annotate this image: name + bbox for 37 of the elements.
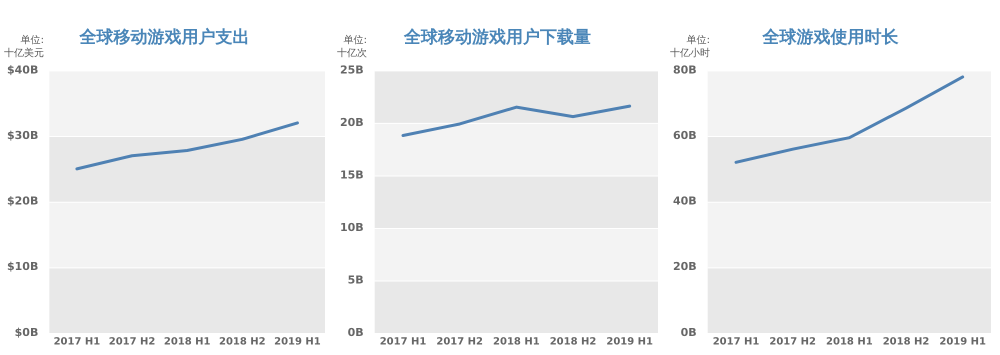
y-tick-label: $10B <box>6 260 38 274</box>
y-tick-label: 0B <box>348 326 364 339</box>
x-tick-label: 2017 H1 <box>380 336 426 348</box>
x-tick-label: 2018 H1 <box>493 336 540 348</box>
y-tick-label: 0B <box>680 326 697 339</box>
chart-title: 全球移动游戏用户下载量 <box>403 28 591 48</box>
x-tick-label: 2018 H1 <box>164 336 211 348</box>
y-tick-label: $0B <box>14 326 38 339</box>
x-tick-label: 2017 H2 <box>769 336 816 348</box>
y-tick-label: 10B <box>340 220 364 234</box>
chart-title: 全球游戏使用时长 <box>762 28 900 48</box>
y-tick-label: 80B <box>672 63 697 76</box>
x-tick-label: 2018 H2 <box>550 336 596 348</box>
y-tick-label: 25B <box>340 63 364 76</box>
y-axis-title: 单位: 十亿小时 <box>670 34 710 60</box>
y-tick-label: $30B <box>6 128 38 142</box>
x-tick-label: 2017 H2 <box>436 336 484 348</box>
x-tick-label: 2018 H2 <box>882 336 930 348</box>
x-tick-label: 2019 H1 <box>606 336 654 348</box>
y-tick-label: 20B <box>672 260 697 274</box>
y-tick-label: $20B <box>6 194 38 208</box>
y-axis-title: 单位: 十亿美元 <box>4 34 44 60</box>
y-tick-label: $40B <box>6 63 38 76</box>
y-tick-label: 5B <box>348 273 364 286</box>
x-tick-label: 2018 H2 <box>218 336 266 348</box>
y-axis-title: 单位: 十亿次 <box>337 34 367 60</box>
y-tick-label: 15B <box>340 168 364 182</box>
x-tick-label: 2019 H1 <box>939 336 986 348</box>
chart-title: 全球移动游戏用户支出 <box>78 28 250 48</box>
y-tick-label: 20B <box>340 116 364 129</box>
x-tick-label: 2019 H1 <box>274 336 321 348</box>
x-tick-label: 2017 H1 <box>712 336 760 348</box>
y-tick-label: 40B <box>672 194 697 208</box>
x-tick-label: 2017 H2 <box>108 336 156 348</box>
y-tick-label: 60B <box>672 128 697 142</box>
x-tick-label: 2017 H1 <box>54 336 100 348</box>
x-tick-label: 2018 H1 <box>826 336 873 348</box>
